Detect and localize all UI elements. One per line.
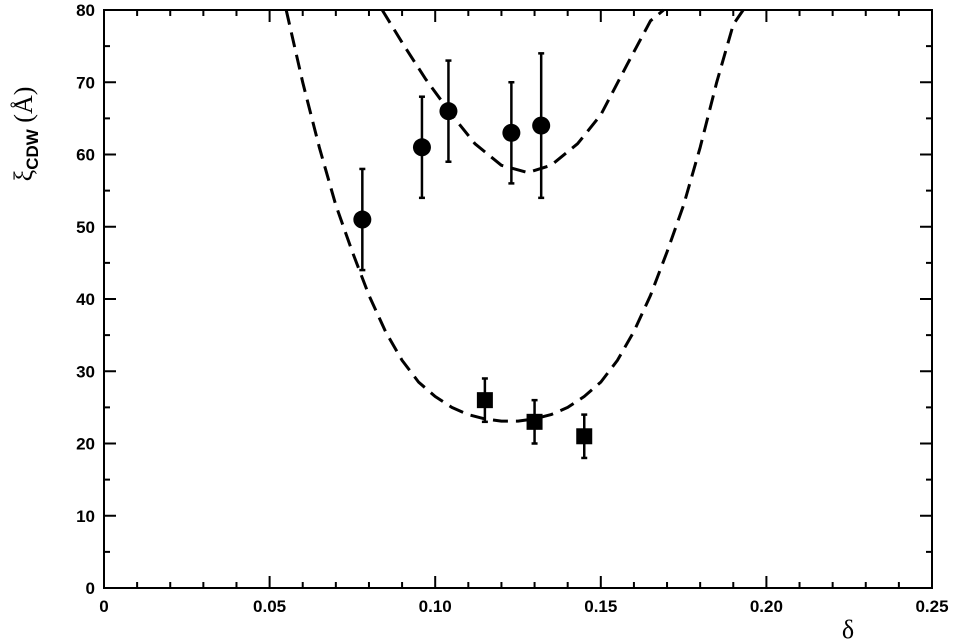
x-tick-label: 0.05 — [253, 597, 286, 616]
y-axis-label-unit: (Å) — [9, 87, 38, 130]
x-tick-label: 0.25 — [915, 597, 948, 616]
x-tick-label: 0.15 — [584, 597, 617, 616]
y-tick-label: 0 — [86, 579, 95, 598]
axis-ticks — [103, 9, 933, 589]
y-tick-label: 20 — [76, 435, 95, 454]
x-axis-label: δ — [842, 615, 854, 643]
error-bars — [359, 52, 588, 460]
y-tick-label: 80 — [76, 1, 95, 20]
circle-marker — [532, 116, 551, 135]
y-tick-label: 70 — [76, 73, 95, 92]
fit-curve — [284, 9, 745, 423]
y-tick-label: 40 — [76, 290, 95, 309]
y-axis-label-symbol: ξ — [9, 170, 38, 182]
circle-marker — [502, 123, 521, 142]
y-tick-label: 60 — [76, 146, 95, 165]
square-marker — [526, 413, 543, 430]
tick-labels: 0 0.05 0.10 0.15 0.20 0.25 0 10 20 30 40 50 60 70 80 — [76, 1, 948, 616]
circle-marker — [353, 210, 372, 229]
y-tick-label: 10 — [76, 507, 95, 526]
square-marker — [576, 428, 593, 445]
x-tick-label: 0.10 — [419, 597, 452, 616]
y-axis-label: ξCDW (Å) — [9, 87, 42, 182]
plot-frame — [103, 9, 933, 589]
circle-marker — [412, 138, 431, 157]
circle-marker — [439, 102, 458, 121]
x-tick-label: 0.20 — [750, 597, 783, 616]
x-tick-label: 0 — [99, 597, 108, 616]
fit-curve — [380, 8, 665, 175]
data-markers — [353, 102, 593, 445]
y-axis-label-subscript: CDW — [23, 128, 42, 170]
y-tick-label: 50 — [76, 218, 95, 237]
y-tick-label: 30 — [76, 362, 95, 381]
square-marker — [476, 392, 493, 409]
fit-curves — [284, 8, 745, 423]
